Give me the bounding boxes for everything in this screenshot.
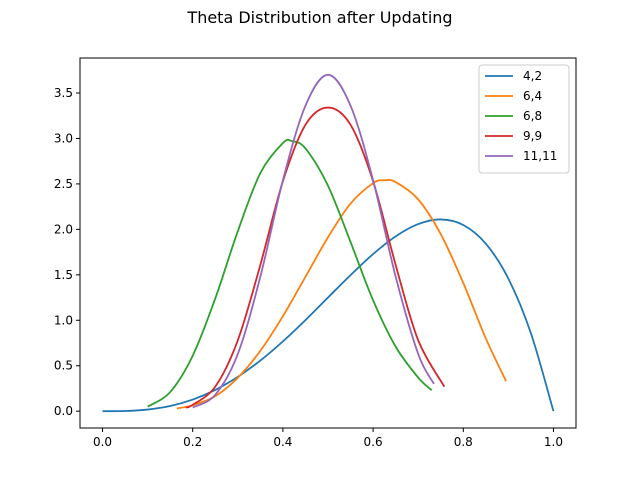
chart-title: Theta Distribution after Updating	[186, 8, 452, 27]
x-axis: 0.0 0.2 0.4 0.6 0.8 1.0	[93, 428, 563, 449]
series-line-4	[192, 73, 435, 409]
y-tick-label: 1.0	[54, 313, 73, 327]
series-line-2	[147, 138, 433, 408]
y-tick-label: 1.5	[54, 268, 73, 282]
x-tick-label: 0.0	[93, 435, 112, 449]
series-line-0	[102, 218, 555, 413]
x-tick-label: 0.2	[183, 435, 202, 449]
legend: 4,2 6,4 6,8 9,9 11,11	[478, 64, 570, 174]
x-tick-label: 0.4	[273, 435, 292, 449]
legend-frame	[478, 64, 570, 174]
y-axis: 0.0 0.5 1.0 1.5 2.0 2.5 3.0 3.5	[54, 86, 80, 418]
series-line-1	[176, 179, 507, 410]
plot-lines	[102, 73, 555, 413]
legend-label-4: 11,11	[523, 149, 557, 163]
x-tick-label: 0.6	[364, 435, 383, 449]
y-tick-label: 2.5	[54, 177, 73, 191]
y-tick-label: 3.5	[54, 86, 73, 100]
x-tick-label: 0.8	[454, 435, 473, 449]
y-tick-label: 2.0	[54, 222, 73, 236]
y-tick-label: 3.0	[54, 131, 73, 145]
legend-label-2: 6,8	[523, 109, 542, 123]
legend-label-0: 4,2	[523, 69, 542, 83]
series-line-3	[185, 106, 446, 409]
y-tick-label: 0.5	[54, 359, 73, 373]
y-tick-label: 0.0	[54, 404, 73, 418]
legend-label-3: 9,9	[523, 129, 542, 143]
plot-area-frame	[79, 57, 577, 429]
legend-label-1: 6,4	[523, 89, 542, 103]
x-tick-label: 1.0	[544, 435, 563, 449]
